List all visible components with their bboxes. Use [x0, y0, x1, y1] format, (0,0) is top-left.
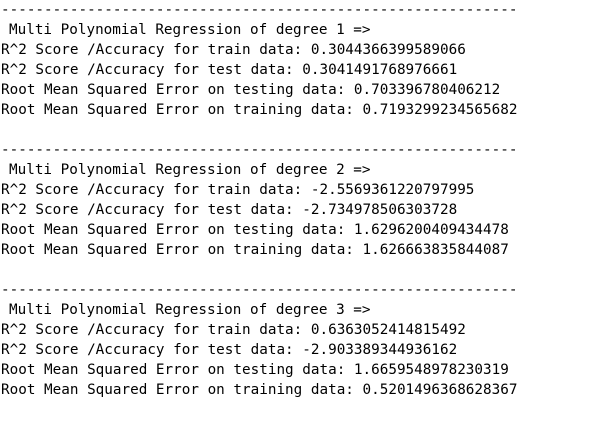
- test-r2-line: R^2 Score /Accuracy for test data: -2.90…: [1, 342, 458, 358]
- test-rmse-line: Root Mean Squared Error on testing data:…: [1, 222, 509, 238]
- train-rmse-line: Root Mean Squared Error on training data…: [1, 102, 518, 118]
- result-block-degree-3: ----------------------------------------…: [1, 280, 608, 400]
- block-header: Multi Polynomial Regression of degree 2 …: [9, 162, 371, 178]
- train-r2-line: R^2 Score /Accuracy for train data: 0.30…: [1, 42, 466, 58]
- test-r2-line: R^2 Score /Accuracy for test data: 0.304…: [1, 62, 458, 78]
- train-rmse-line: Root Mean Squared Error on training data…: [1, 382, 518, 398]
- train-rmse-line: Root Mean Squared Error on training data…: [1, 242, 509, 258]
- block-header: Multi Polynomial Regression of degree 1 …: [9, 22, 371, 38]
- separator-line: ----------------------------------------…: [1, 2, 518, 18]
- test-rmse-line: Root Mean Squared Error on testing data:…: [1, 362, 509, 378]
- result-block-degree-2: ----------------------------------------…: [1, 140, 608, 260]
- result-block-degree-1: ----------------------------------------…: [1, 0, 608, 120]
- separator-line: ----------------------------------------…: [1, 142, 518, 158]
- test-rmse-line: Root Mean Squared Error on testing data:…: [1, 82, 501, 98]
- train-r2-line: R^2 Score /Accuracy for train data: -2.5…: [1, 182, 475, 198]
- test-r2-line: R^2 Score /Accuracy for test data: -2.73…: [1, 202, 458, 218]
- separator-line: ----------------------------------------…: [1, 282, 518, 298]
- train-r2-line: R^2 Score /Accuracy for train data: 0.63…: [1, 322, 466, 338]
- block-header: Multi Polynomial Regression of degree 3 …: [9, 302, 371, 318]
